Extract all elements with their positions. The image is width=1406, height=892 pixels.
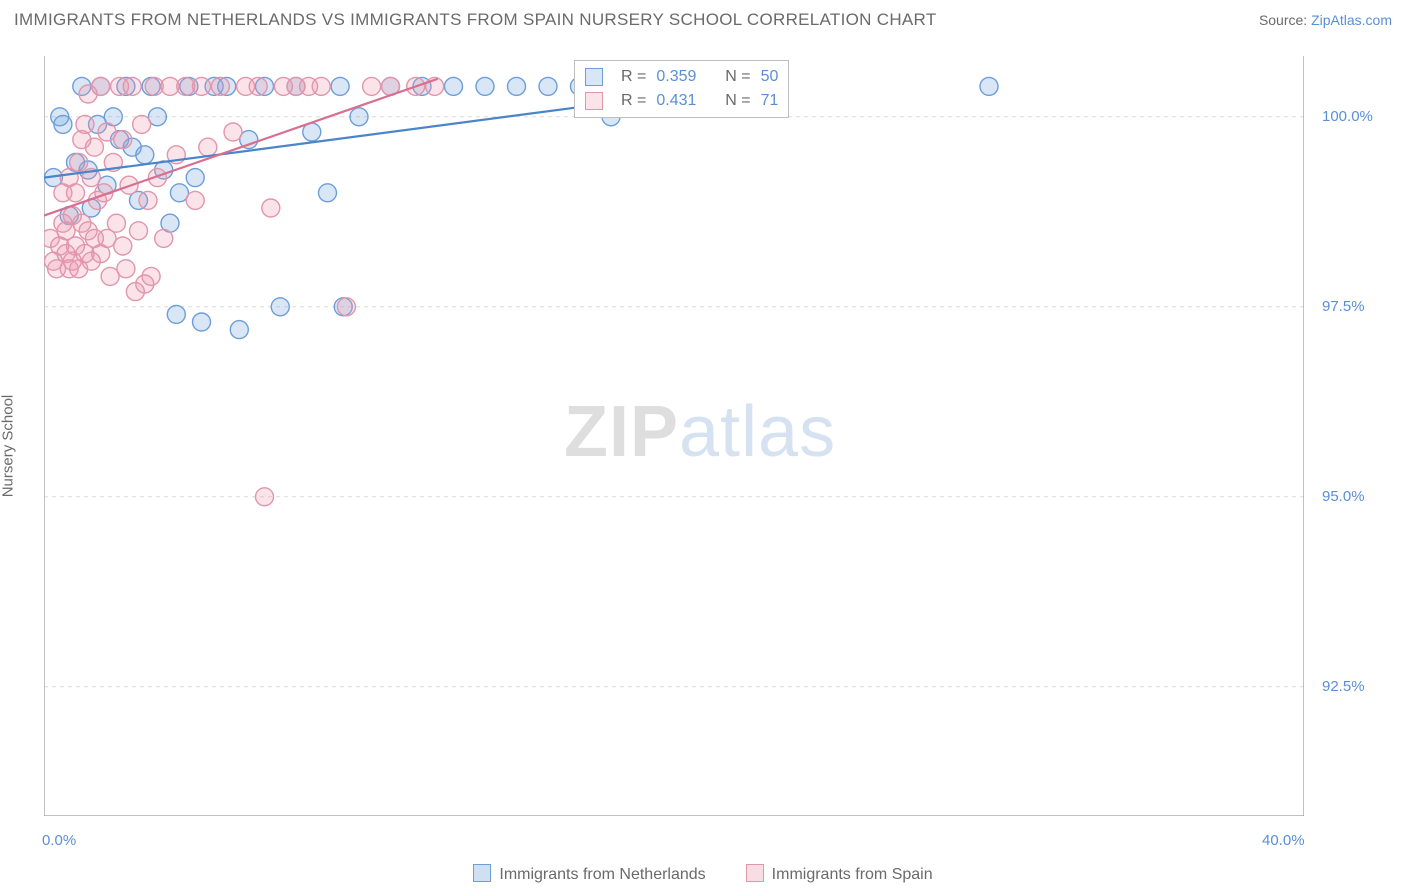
chart-title: IMMIGRANTS FROM NETHERLANDS VS IMMIGRANT… xyxy=(14,10,937,30)
bottom-legend: Immigrants from Netherlands Immigrants f… xyxy=(0,864,1406,884)
legend-n-label: N = xyxy=(725,89,750,113)
legend-n-value: 71 xyxy=(761,89,779,113)
y-tick-label: 92.5% xyxy=(1322,678,1365,695)
correlation-legend: R = 0.359 N = 50R = 0.431 N = 71 xyxy=(574,60,789,118)
y-axis-label: Nursery School xyxy=(0,395,17,498)
legend-row: R = 0.359 N = 50 xyxy=(585,65,778,89)
legend-r-label: R = xyxy=(621,65,646,89)
source-link[interactable]: ZipAtlas.com xyxy=(1311,12,1392,28)
y-tick-label: 95.0% xyxy=(1322,488,1365,505)
legend-n-value: 50 xyxy=(761,65,779,89)
x-tick-label: 0.0% xyxy=(42,832,76,849)
legend-swatch xyxy=(585,68,603,86)
legend-n-label: N = xyxy=(725,65,750,89)
legend-swatch-netherlands xyxy=(473,864,491,882)
legend-r-label: R = xyxy=(621,89,646,113)
legend-label-netherlands: Immigrants from Netherlands xyxy=(499,866,705,883)
legend-swatch xyxy=(585,92,603,110)
legend-label-spain: Immigrants from Spain xyxy=(772,866,933,883)
legend-item-netherlands: Immigrants from Netherlands xyxy=(473,864,705,884)
source-attribution: Source: ZipAtlas.com xyxy=(1259,12,1392,28)
legend-row: R = 0.431 N = 71 xyxy=(585,89,778,113)
legend-swatch-spain xyxy=(746,864,764,882)
x-tick-label: 40.0% xyxy=(1262,832,1305,849)
source-prefix: Source: xyxy=(1259,12,1311,28)
y-tick-label: 97.5% xyxy=(1322,298,1365,315)
legend-r-value: 0.359 xyxy=(656,65,696,89)
plot-area: R = 0.359 N = 50R = 0.431 N = 71 ZIPatla… xyxy=(44,56,1304,816)
legend-item-spain: Immigrants from Spain xyxy=(746,864,933,884)
legend-r-value: 0.431 xyxy=(656,89,696,113)
scatter-plot-svg xyxy=(44,56,1304,816)
y-tick-label: 100.0% xyxy=(1322,108,1373,125)
